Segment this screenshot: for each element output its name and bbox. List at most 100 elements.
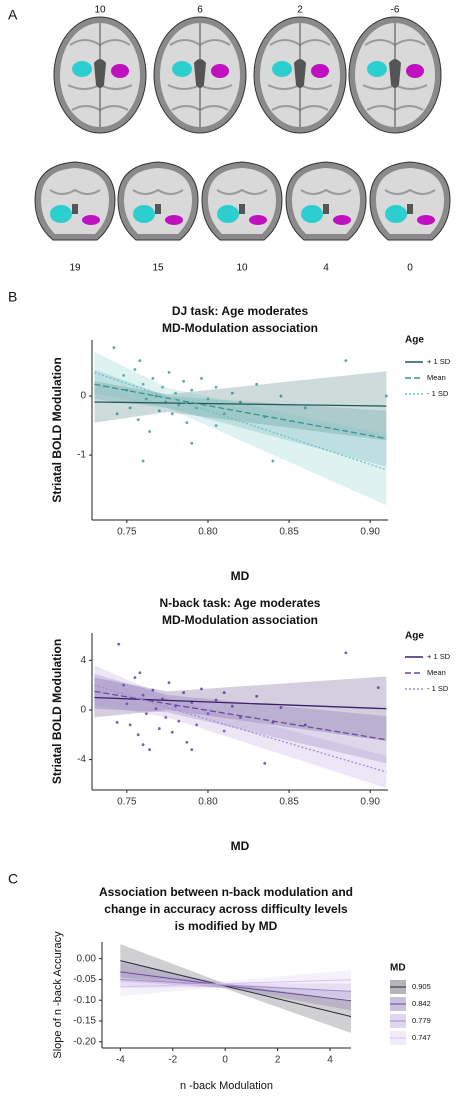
x-tick-label: 0 xyxy=(222,1055,228,1066)
slice-label: 15 xyxy=(152,263,164,274)
data-point xyxy=(117,643,120,646)
chart-title: DJ task: Age moderates xyxy=(172,304,309,318)
y-tick-label: -4 xyxy=(77,754,86,765)
legend-label: + 1 SD xyxy=(427,652,451,661)
chart-title: MD-Modulation association xyxy=(162,321,318,335)
data-point xyxy=(344,651,347,654)
y-tick-label: -1 xyxy=(77,450,86,461)
chart: N-back task: Age moderates MD-Modulation … xyxy=(50,596,451,853)
y-tick-label: 0 xyxy=(80,705,86,716)
y-tick-label: -0.15 xyxy=(73,1016,96,1027)
data-point xyxy=(185,741,188,744)
x-tick-label: 0.80 xyxy=(198,797,218,808)
x-tick-label: 0.75 xyxy=(117,797,137,808)
brain-coronal xyxy=(118,162,198,240)
data-point xyxy=(129,723,132,726)
legend-title: Age xyxy=(405,335,424,346)
slice-label: 4 xyxy=(323,263,329,274)
x-tick-label: 0.85 xyxy=(279,527,299,538)
x-tick-label: 0.90 xyxy=(360,797,380,808)
x-tick-label: 0.75 xyxy=(117,527,137,538)
chart: DJ task: Age moderates MD-Modulation asso… xyxy=(50,304,451,583)
panel-label: A xyxy=(8,7,18,23)
data-point xyxy=(171,731,174,734)
data-point xyxy=(137,733,140,736)
data-point xyxy=(134,676,137,679)
data-point xyxy=(215,386,218,389)
legend-title: Age xyxy=(405,631,424,642)
x-axis-title: n -back Modulation xyxy=(180,1080,273,1092)
plot-area xyxy=(120,944,364,1038)
data-point xyxy=(116,721,119,724)
data-point xyxy=(142,743,145,746)
figure: A B C 1062-619151040DJ task: Age moderat… xyxy=(0,0,466,1100)
legend-label: 0.842 xyxy=(412,999,431,1008)
chart: Association between n-back modulation an… xyxy=(52,885,431,1092)
data-point xyxy=(142,460,145,463)
slice-label: 10 xyxy=(94,5,106,16)
x-tick-label: -4 xyxy=(116,1055,125,1066)
data-point xyxy=(190,748,193,751)
data-point xyxy=(190,442,193,445)
brain-axial xyxy=(349,17,441,133)
slice-label: 6 xyxy=(197,5,203,16)
legend-label: 0.905 xyxy=(412,982,431,991)
brain-axial xyxy=(154,17,246,133)
legend-label: 0.779 xyxy=(412,1016,431,1025)
data-point xyxy=(171,412,174,415)
x-tick-label: 2 xyxy=(275,1055,281,1066)
page: { "panel_labels": ["A", "B", "C"], "brai… xyxy=(0,0,466,1100)
y-tick-label: 0 xyxy=(80,391,86,402)
data-point xyxy=(148,430,151,433)
data-point xyxy=(263,762,266,765)
slice-label: 2 xyxy=(297,5,303,16)
legend-label: Mean xyxy=(427,668,446,677)
x-axis-title: MD xyxy=(231,839,250,853)
brain-axial xyxy=(254,17,346,133)
y-axis-title: Striatal BOLD Modulation xyxy=(50,639,64,784)
data-point xyxy=(112,346,115,349)
brain-coronal xyxy=(202,162,282,240)
x-tick-label: 0.90 xyxy=(360,527,380,538)
y-tick-label: 0.00 xyxy=(77,953,97,964)
y-axis-title: Slope of n -back Accuracy xyxy=(52,931,64,1059)
data-point xyxy=(138,359,141,362)
legend-label: + 1 SD xyxy=(427,357,451,366)
x-tick-label: -2 xyxy=(168,1055,177,1066)
data-point xyxy=(185,421,188,424)
y-tick-label: -0.10 xyxy=(73,995,96,1006)
confidence-band xyxy=(94,352,386,505)
brain-coronal xyxy=(370,162,450,240)
y-axis-title: Striatal BOLD Modulation xyxy=(50,357,64,502)
data-point xyxy=(344,359,347,362)
data-point xyxy=(168,371,171,374)
x-axis-title: MD xyxy=(231,569,250,583)
data-point xyxy=(148,748,151,751)
y-tick-label: -0.05 xyxy=(73,974,96,985)
brain-coronal xyxy=(35,162,115,240)
data-point xyxy=(158,727,161,730)
x-tick-label: 0.85 xyxy=(279,797,299,808)
plot-area xyxy=(94,346,387,505)
chart-title: is modified by MD xyxy=(175,919,278,933)
x-tick-label: 0.80 xyxy=(198,527,218,538)
panel-label: B xyxy=(8,289,17,305)
data-point xyxy=(137,418,140,421)
data-point xyxy=(168,681,171,684)
y-tick-label: -0.20 xyxy=(73,1036,96,1047)
slice-label: 0 xyxy=(407,263,413,274)
data-point xyxy=(190,389,193,392)
data-point xyxy=(271,460,274,463)
legend-label: - 1 SD xyxy=(427,684,449,693)
legend-title: MD xyxy=(390,963,406,974)
x-tick-label: 4 xyxy=(327,1055,333,1066)
legend-label: - 1 SD xyxy=(427,389,449,398)
data-point xyxy=(134,368,137,371)
legend-label: Mean xyxy=(427,373,446,382)
panel-label: C xyxy=(8,871,18,887)
brain-axial xyxy=(54,17,146,133)
data-point xyxy=(151,377,154,380)
chart-title: N-back task: Age moderates xyxy=(160,596,321,610)
chart-title: change in accuracy across difficulty lev… xyxy=(104,902,348,916)
chart-title: MD-Modulation association xyxy=(162,613,318,627)
